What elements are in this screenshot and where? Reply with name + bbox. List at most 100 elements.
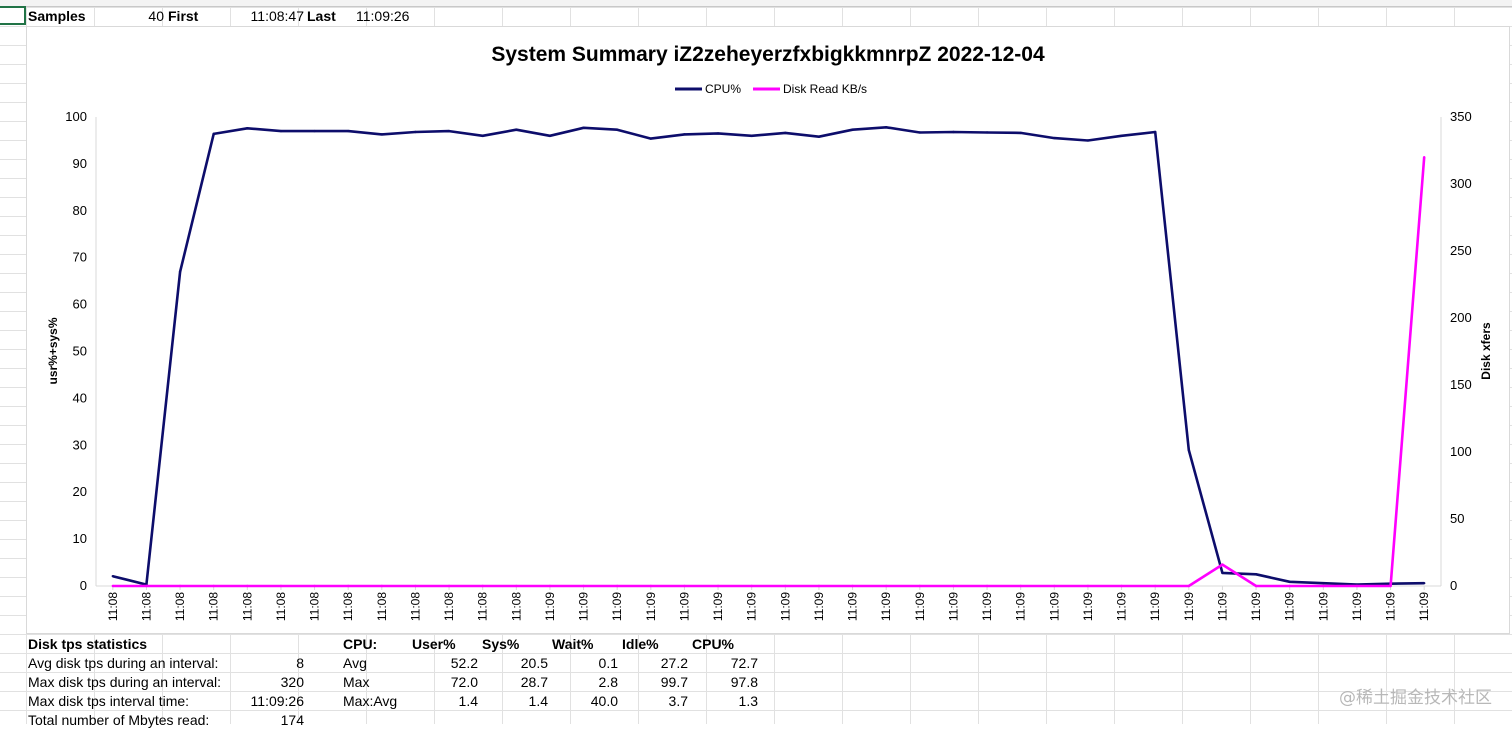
x-tick-label: 11:09 bbox=[711, 592, 725, 621]
x-tick-label: 11:08 bbox=[408, 592, 422, 621]
cpu-data-point bbox=[481, 134, 484, 137]
x-axis-ticks: 11:08 11:08 11:08 11:08 11:08 11:08 11:08 11:08… bbox=[106, 586, 1431, 621]
cpu-data-point bbox=[918, 131, 922, 134]
cpu-stats-cell[interactable]: 3.7 bbox=[668, 693, 688, 709]
disk-read-data-point bbox=[447, 584, 451, 588]
first-value[interactable]: 11:08:47 bbox=[250, 8, 304, 24]
x-tick-label: 11:09 bbox=[778, 592, 792, 621]
x-tick-label: 11:09 bbox=[1350, 592, 1364, 621]
disk-read-data-point bbox=[615, 584, 619, 588]
cpu-stats-header[interactable]: Sys% bbox=[482, 636, 520, 652]
cpu-stats-header[interactable]: User% bbox=[412, 636, 456, 652]
disk-read-data-point bbox=[1120, 584, 1123, 588]
cpu-stats-cell[interactable]: 28.7 bbox=[520, 674, 548, 690]
cpu-stats-cell[interactable]: 20.5 bbox=[520, 655, 548, 671]
legend-disk-label: Disk Read KB/s bbox=[783, 82, 867, 96]
cpu-stats-header[interactable]: Wait% bbox=[552, 636, 594, 652]
cpu-stats-rowlabel[interactable]: Max bbox=[343, 674, 370, 690]
x-tick-label: 11:08 bbox=[207, 592, 221, 621]
disk-read-series-line bbox=[112, 157, 1426, 588]
x-tick-label: 11:08 bbox=[240, 592, 254, 621]
cpu-stats-header[interactable]: CPU% bbox=[692, 636, 735, 652]
cpu-data-point bbox=[1288, 580, 1291, 583]
x-tick-label: 11:09 bbox=[1215, 592, 1229, 621]
cpu-data-point bbox=[1254, 573, 1258, 576]
cpu-stats-cell[interactable]: 1.4 bbox=[458, 693, 478, 709]
x-tick-label: 11:08 bbox=[341, 592, 355, 621]
disk-read-data-point bbox=[918, 584, 922, 588]
samples-label[interactable]: Samples bbox=[28, 8, 86, 24]
selected-cell[interactable] bbox=[0, 6, 26, 25]
x-tick-label: 11:08 bbox=[106, 592, 120, 621]
y-tick-label: 70 bbox=[73, 250, 87, 265]
last-value[interactable]: 11:09:26 bbox=[356, 8, 410, 24]
cpu-data-point bbox=[1221, 571, 1224, 575]
disk-read-data-point bbox=[649, 584, 653, 588]
cpu-stats-cell[interactable]: 2.8 bbox=[598, 674, 618, 690]
cpu-stats-header[interactable]: CPU: bbox=[343, 636, 378, 652]
cpu-data-point bbox=[246, 127, 249, 130]
disk-read-data-point bbox=[683, 584, 686, 588]
y-axis-ticks: 0 10 20 30 40 50 60 70 80 90 100 bbox=[65, 109, 87, 593]
y2-tick-label: 100 bbox=[1450, 444, 1472, 459]
disk-read-data-point bbox=[1254, 584, 1258, 588]
y2-tick-label: 300 bbox=[1450, 176, 1472, 191]
cpu-stats-cell[interactable]: 40.0 bbox=[590, 693, 618, 709]
x-tick-label: 11:09 bbox=[1014, 592, 1028, 621]
y-tick-label: 60 bbox=[73, 297, 87, 312]
disk-read-data-point bbox=[246, 584, 249, 588]
cpu-data-point bbox=[380, 133, 384, 136]
cpu-stats-header[interactable]: Idle% bbox=[622, 636, 659, 652]
disk-read-data-point bbox=[784, 584, 787, 588]
x-tick-label: 11:09 bbox=[846, 592, 860, 621]
x-tick-label: 11:09 bbox=[1047, 592, 1061, 621]
chart-area[interactable]: System Summary iZ2zeheyerzfxbigkkmnrpZ 2… bbox=[26, 26, 1510, 634]
disk-stat-label[interactable]: Max disk tps interval time: bbox=[28, 693, 190, 709]
disk-stat-label[interactable]: Max disk tps during an interval: bbox=[28, 674, 221, 690]
chart-svg: System Summary iZ2zeheyerzfxbigkkmnrpZ 2… bbox=[46, 43, 1493, 621]
disk-stat-label[interactable]: Total number of Mbytes read: bbox=[28, 712, 210, 728]
cpu-data-point bbox=[447, 129, 451, 133]
cpu-data-point bbox=[111, 574, 115, 578]
x-tick-label: 11:09 bbox=[543, 592, 557, 621]
cpu-stats-rowlabel[interactable]: Avg bbox=[343, 655, 367, 671]
cpu-stats-cell[interactable]: 72.7 bbox=[730, 655, 758, 671]
cpu-stats-cell[interactable]: 1.3 bbox=[738, 693, 758, 709]
y2-axis-title: Disk xfers bbox=[1479, 322, 1493, 380]
cpu-stats-cell[interactable]: 1.4 bbox=[528, 693, 548, 709]
cpu-stats-cell[interactable]: 52.2 bbox=[450, 655, 478, 671]
cpu-data-point bbox=[279, 129, 283, 133]
cpu-series-line bbox=[112, 126, 1425, 586]
samples-value[interactable]: 40 bbox=[148, 8, 164, 24]
cpu-stats-cell[interactable]: 99.7 bbox=[660, 674, 688, 690]
disk-stat-value[interactable]: 11:09:26 bbox=[250, 693, 304, 709]
cpu-stats-cell[interactable]: 27.2 bbox=[660, 655, 688, 671]
y-tick-label: 30 bbox=[73, 437, 87, 452]
chart-title: System Summary iZ2zeheyerzfxbigkkmnrpZ 2… bbox=[491, 43, 1045, 66]
first-label[interactable]: First bbox=[168, 8, 199, 24]
disk-stat-value[interactable]: 8 bbox=[296, 655, 304, 671]
x-tick-label: 11:08 bbox=[274, 592, 288, 621]
disk-stats-title[interactable]: Disk tps statistics bbox=[28, 636, 148, 652]
cpu-data-point bbox=[716, 132, 720, 135]
x-tick-label: 11:09 bbox=[1316, 592, 1330, 621]
y-tick-label: 80 bbox=[73, 203, 87, 218]
disk-read-data-point bbox=[817, 584, 821, 588]
x-tick-label: 11:09 bbox=[1182, 592, 1196, 621]
cpu-stats-rowlabel[interactable]: Max:Avg bbox=[343, 693, 398, 709]
cpu-stats-cell[interactable]: 72.0 bbox=[450, 674, 478, 690]
last-label[interactable]: Last bbox=[307, 8, 336, 24]
y-tick-label: 50 bbox=[73, 344, 87, 359]
disk-stat-value[interactable]: 174 bbox=[280, 712, 304, 728]
cpu-data-point bbox=[1422, 581, 1426, 585]
cpu-stats-cell[interactable]: 0.1 bbox=[598, 655, 618, 671]
disk-stat-value[interactable]: 320 bbox=[280, 674, 304, 690]
cpu-stats-cell[interactable]: 97.8 bbox=[730, 674, 758, 690]
x-tick-label: 11:08 bbox=[173, 592, 187, 621]
disk-read-data-point bbox=[515, 584, 518, 588]
cpu-data-point bbox=[313, 129, 316, 133]
disk-read-data-point bbox=[1053, 584, 1056, 588]
disk-read-data-point bbox=[952, 584, 955, 588]
disk-stat-label[interactable]: Avg disk tps during an interval: bbox=[28, 655, 219, 671]
series-lines bbox=[111, 126, 1426, 588]
